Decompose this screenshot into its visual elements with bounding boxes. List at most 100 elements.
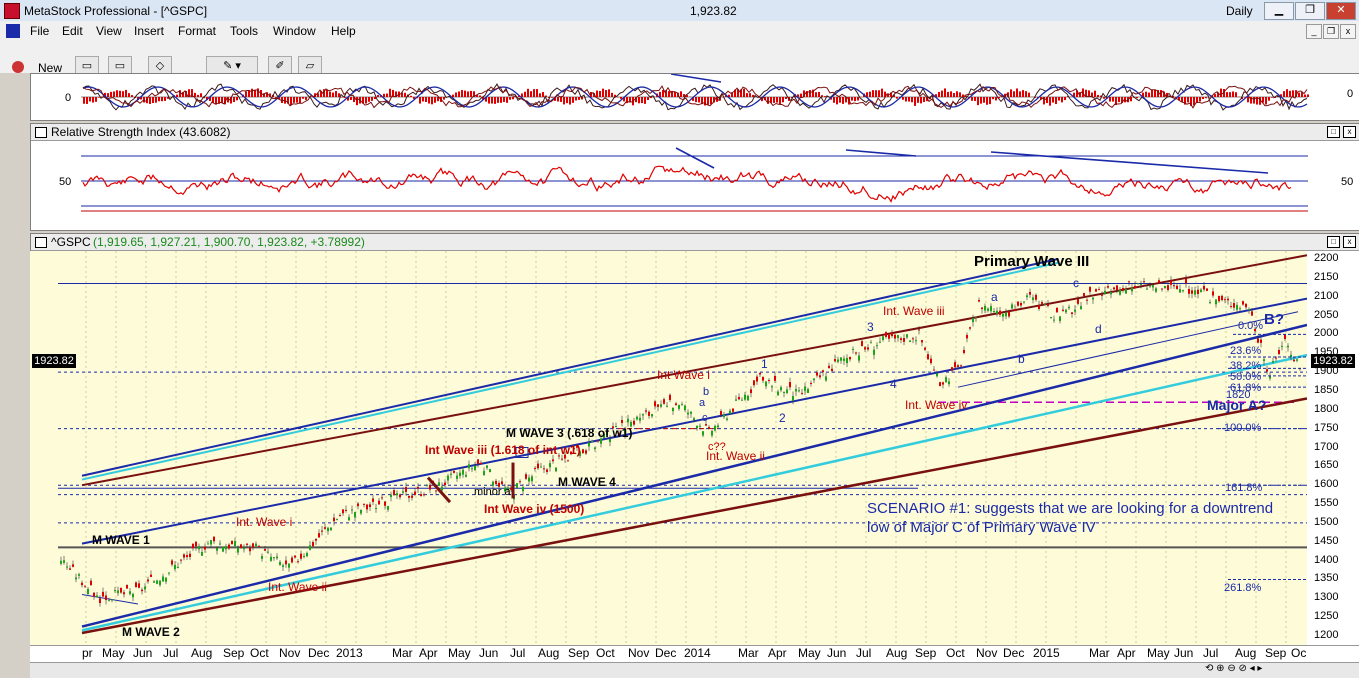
oscillator-pane[interactable]: 0 0 [30, 73, 1359, 121]
oscillator-histogram-bar [1136, 97, 1138, 98]
oscillator-histogram-bar [878, 90, 880, 97]
price-candle-body [771, 386, 773, 387]
price-candle-body [483, 471, 485, 475]
price-candle-body [1248, 309, 1250, 310]
oscillator-histogram-bar [983, 97, 985, 103]
price-candle-body [825, 376, 827, 380]
horizontal-scrollbar[interactable]: ⟲ ⊕ ⊖ ⊘ ◂ ▸ [30, 662, 1359, 678]
oscillator-histogram-bar [680, 91, 682, 97]
price-candle-body [684, 406, 686, 411]
oscillator-histogram-bar [296, 97, 298, 103]
price-candle-body [633, 421, 635, 425]
oscillator-histogram-bar [569, 97, 571, 105]
price-pane-restore-button[interactable]: □ [1327, 236, 1340, 248]
x-axis-tick-label: Apr [1117, 646, 1136, 660]
price-candle-body [114, 590, 116, 591]
oscillator-histogram-bar [521, 93, 523, 97]
menu-insert[interactable]: Insert [134, 24, 164, 38]
price-candle-body [786, 389, 788, 393]
x-axis-tick-label: Apr [419, 646, 438, 660]
price-candle-body [1293, 360, 1295, 362]
m-wave-2-label: M WAVE 2 [122, 625, 180, 639]
close-button[interactable]: ✕ [1326, 2, 1356, 20]
rsi-pane-close-button[interactable]: x [1343, 126, 1356, 138]
price-pane-close-button[interactable]: x [1343, 236, 1356, 248]
oscillator-histogram-bar [566, 97, 568, 103]
x-axis-tick-label: Oct [596, 646, 615, 660]
scroll-controls-icon[interactable]: ⟲ ⊕ ⊖ ⊘ ◂ ▸ [1205, 663, 1262, 674]
x-axis-tick-label: Oc [1291, 646, 1306, 660]
oscillator-histogram-bar [1202, 97, 1204, 99]
oscillator-histogram-bar [707, 97, 709, 105]
oscillator-histogram-bar [233, 97, 235, 102]
price-candle-body [222, 547, 224, 552]
price-candle-body [1197, 290, 1199, 294]
oscillator-histogram-bar [113, 91, 115, 97]
rsi-pane-checkbox[interactable] [35, 127, 47, 138]
price-candle-body [96, 595, 98, 597]
price-candle-body [399, 494, 401, 497]
price-candle-body [471, 468, 473, 469]
minimize-button[interactable]: ▁ [1264, 2, 1294, 20]
price-candle-body [678, 405, 680, 409]
oscillator-histogram-bar [497, 97, 499, 103]
oscillator-histogram-bar [293, 97, 295, 103]
menu-help[interactable]: Help [331, 24, 356, 38]
menu-window[interactable]: Window [273, 24, 316, 38]
oscillator-histogram-bar [905, 97, 907, 101]
price-candle-body [528, 478, 530, 482]
price-candle-body [936, 374, 938, 377]
fib-100-label: 100.0% [1224, 422, 1261, 434]
price-chart-plot[interactable] [58, 251, 1307, 645]
price-candle-body [1053, 320, 1055, 321]
oscillator-histogram-bar [512, 97, 514, 99]
x-axis-tick-label: Aug [886, 646, 907, 660]
price-candle-body [60, 561, 62, 564]
price-candle-body [1167, 285, 1169, 290]
price-candle-body [93, 593, 95, 597]
x-axis-tick-label: Sep [223, 646, 244, 660]
oscillator-histogram-bar [506, 97, 508, 103]
price-candle-body [567, 460, 569, 461]
mdi-minimize-button[interactable]: _ [1306, 24, 1322, 39]
price-pane-checkbox[interactable] [35, 237, 47, 248]
price-candle-body [987, 308, 989, 310]
oscillator-histogram-bar [977, 97, 979, 105]
price-candle-body [1272, 361, 1274, 363]
mdi-restore-button[interactable]: ❐ [1323, 24, 1339, 39]
price-candle-body [1014, 309, 1016, 311]
periodicity-label[interactable]: Daily [1226, 4, 1253, 18]
price-candle-body [273, 557, 275, 558]
price-candle-body [1107, 286, 1109, 287]
menu-format[interactable]: Format [178, 24, 216, 38]
price-candle-body [801, 393, 803, 394]
oscillator-histogram-bar [1214, 94, 1216, 97]
menu-file[interactable]: File [30, 24, 49, 38]
x-axis-tick-label: Mar [392, 646, 413, 660]
menu-tools[interactable]: Tools [230, 24, 258, 38]
menu-view[interactable]: View [96, 24, 122, 38]
oscillator-histogram-bar [542, 92, 544, 97]
oscillator-histogram-bar [455, 92, 457, 97]
rsi-pane[interactable]: Relative Strength Index (43.6082) □ x 50… [30, 123, 1359, 231]
maximize-button[interactable]: ❐ [1295, 2, 1325, 20]
price-candle-body [1218, 296, 1220, 301]
oscillator-histogram-bar [869, 92, 871, 97]
price-candle-body [759, 373, 761, 375]
rsi-pane-restore-button[interactable]: □ [1327, 126, 1340, 138]
oscillator-histogram-bar [197, 95, 199, 97]
menu-edit[interactable]: Edit [62, 24, 83, 38]
price-candle-body [660, 404, 662, 406]
price-candle-body [1071, 312, 1073, 314]
price-candle-body [1044, 304, 1046, 305]
menu-bar: File Edit View Insert Format Tools Windo… [0, 21, 1359, 41]
document-icon[interactable] [6, 24, 20, 38]
oscillator-histogram-bar [1064, 97, 1066, 100]
price-candle-body [843, 359, 845, 361]
oscillator-histogram-bar [941, 91, 943, 97]
price-candle-body [132, 594, 134, 597]
oscillator-histogram-bar [335, 91, 337, 97]
oscillator-histogram-bar [332, 93, 334, 97]
price-candle-body [831, 369, 833, 371]
mdi-close-button[interactable]: x [1340, 24, 1356, 39]
